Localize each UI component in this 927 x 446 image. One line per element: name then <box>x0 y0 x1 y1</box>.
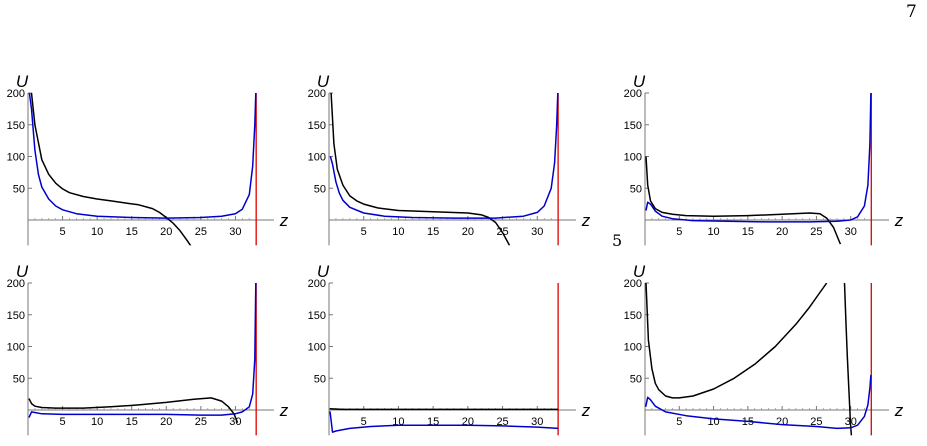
x-tick-label: 15 <box>126 226 138 238</box>
x-tick-label: 5 <box>361 416 367 428</box>
x-tick-label: 30 <box>531 226 543 238</box>
y-tick-label: 200 <box>7 278 25 290</box>
x-tick-label: 15 <box>126 416 138 428</box>
series-line-1 <box>645 156 842 245</box>
chart-panel-1: 50 100 150 200 5 10 15 20 25 30 Uz <box>7 72 289 246</box>
y-tick-label: 50 <box>314 373 326 385</box>
series-line-2 <box>645 93 872 223</box>
y-axis-title: U <box>16 262 29 281</box>
series-line-2 <box>329 411 559 433</box>
y-tick-label: 50 <box>13 373 25 385</box>
y-axis-title: U <box>317 262 330 281</box>
x-tick-label: 5 <box>361 226 367 238</box>
x-tick-label: 15 <box>742 226 754 238</box>
x-axis-title: z <box>581 211 591 230</box>
series-line-3 <box>644 375 872 430</box>
x-tick-label: 5 <box>60 416 66 428</box>
y-tick-label: 150 <box>7 310 25 322</box>
chart-panel-4: 50 100 150 200 5 10 15 20 25 30 Uz <box>7 262 289 436</box>
y-tick-label: 150 <box>624 120 642 132</box>
y-tick-label: 100 <box>7 342 25 354</box>
x-tick-label: 25 <box>496 416 508 428</box>
y-tick-label: 100 <box>308 342 326 354</box>
x-tick-label: 15 <box>427 226 439 238</box>
y-tick-label: 200 <box>308 278 326 290</box>
x-axis-title: z <box>279 401 289 420</box>
series-line-2 <box>329 93 559 219</box>
y-tick-label: 150 <box>308 310 326 322</box>
series-line-2 <box>843 283 853 436</box>
series-group <box>329 93 559 246</box>
y-tick-label: 200 <box>7 88 25 100</box>
y-tick-label: 150 <box>7 120 25 132</box>
y-tick-label: 50 <box>314 183 326 195</box>
x-tick-label: 10 <box>707 226 719 238</box>
x-tick-label: 30 <box>229 416 241 428</box>
series-group <box>644 283 872 436</box>
x-tick-label: 20 <box>160 226 172 238</box>
y-tick-label: 150 <box>308 120 326 132</box>
x-tick-label: 30 <box>845 226 857 238</box>
x-tick-label: 10 <box>392 416 404 428</box>
x-tick-label: 25 <box>195 226 207 238</box>
chart-panel-3: 50 100 150 200 5 10 15 20 25 30 Uz <box>624 72 904 246</box>
series-line-2 <box>28 283 257 418</box>
y-tick-label: 100 <box>624 342 642 354</box>
y-tick-label: 200 <box>308 88 326 100</box>
y-tick-label: 200 <box>624 88 642 100</box>
y-tick-label: 200 <box>624 278 642 290</box>
x-tick-label: 20 <box>776 416 788 428</box>
x-tick-label: 5 <box>676 226 682 238</box>
x-tick-label: 15 <box>427 416 439 428</box>
y-axis-title: U <box>633 262 646 281</box>
stray-mark: 5 <box>612 231 623 250</box>
x-tick-label: 20 <box>160 416 172 428</box>
x-tick-label: 5 <box>60 226 66 238</box>
y-tick-label: 100 <box>624 152 642 164</box>
x-tick-label: 10 <box>392 226 404 238</box>
y-axis-title: U <box>317 72 330 91</box>
x-axis-title: z <box>279 211 289 230</box>
series-line-1 <box>30 93 192 246</box>
x-axis-title: z <box>581 401 591 420</box>
series-line-1 <box>645 283 828 399</box>
series-group <box>28 283 257 423</box>
y-axis-title: U <box>633 72 646 91</box>
x-tick-label: 20 <box>776 226 788 238</box>
page-number: 7 <box>906 2 917 22</box>
x-tick-label: 5 <box>676 416 682 428</box>
x-tick-label: 25 <box>810 226 822 238</box>
series-line-2 <box>28 93 257 219</box>
series-line-1 <box>28 397 239 423</box>
x-tick-label: 25 <box>810 416 822 428</box>
series-line-1 <box>329 407 559 411</box>
x-tick-label: 30 <box>531 416 543 428</box>
y-tick-label: 50 <box>630 373 642 385</box>
y-axis-title: U <box>16 72 29 91</box>
x-tick-label: 20 <box>462 226 474 238</box>
y-tick-label: 100 <box>7 152 25 164</box>
x-tick-label: 10 <box>91 226 103 238</box>
y-tick-label: 50 <box>630 183 642 195</box>
x-tick-label: 10 <box>91 416 103 428</box>
chart-panel-5: 50 100 150 200 5 10 15 20 25 30 Uz <box>308 262 591 436</box>
series-group <box>329 407 559 433</box>
series-group <box>28 93 257 246</box>
x-axis-title: z <box>894 211 904 230</box>
y-tick-label: 50 <box>13 183 25 195</box>
series-group <box>645 93 872 245</box>
y-tick-label: 150 <box>624 310 642 322</box>
x-tick-label: 25 <box>195 416 207 428</box>
x-axis-title: z <box>894 401 904 420</box>
y-tick-label: 100 <box>308 152 326 164</box>
x-tick-label: 30 <box>229 226 241 238</box>
series-line-1 <box>330 93 511 246</box>
x-tick-label: 20 <box>462 416 474 428</box>
